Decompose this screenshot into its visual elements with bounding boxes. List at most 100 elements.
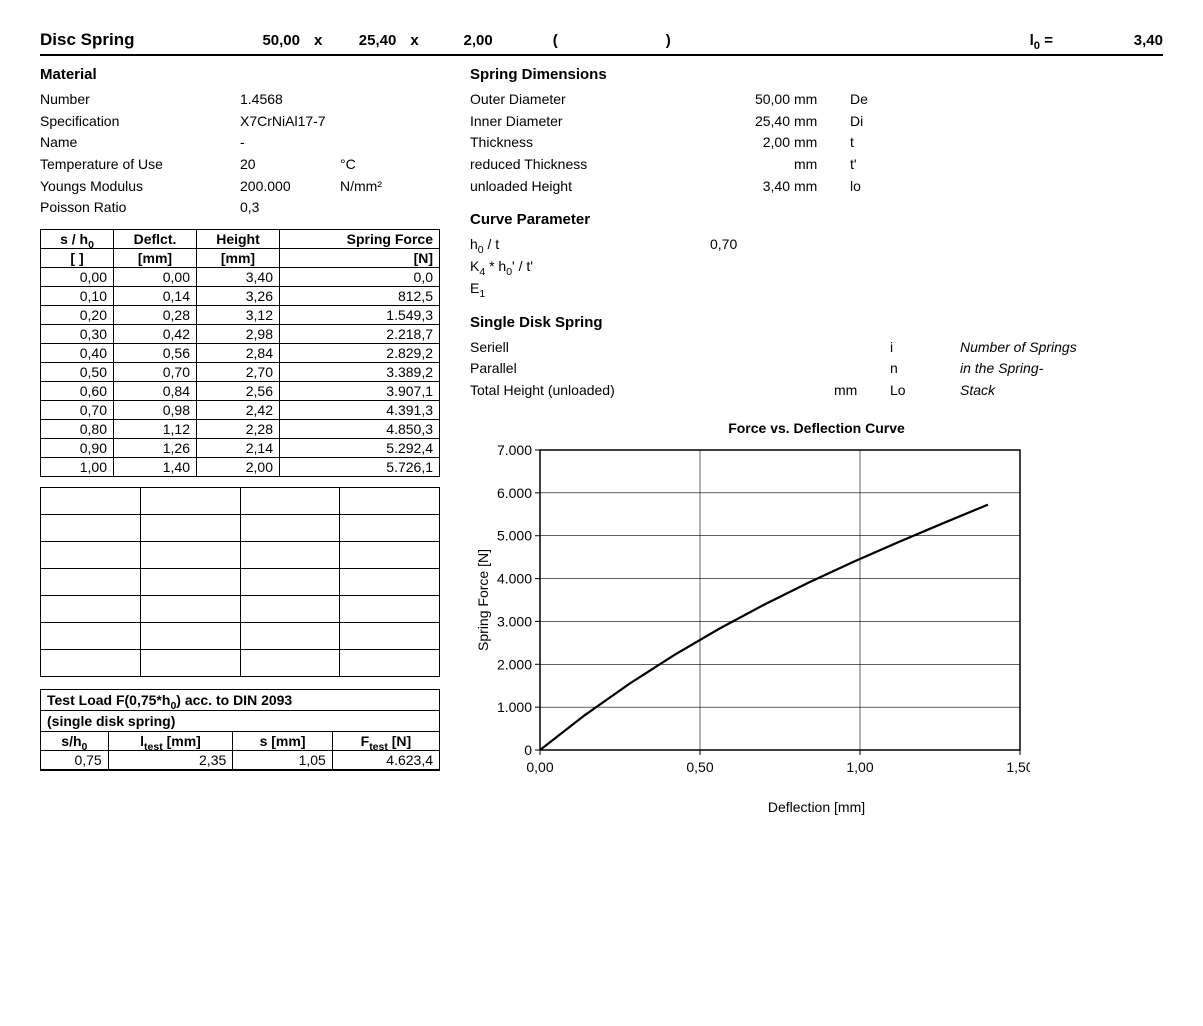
- unit: mm: [790, 132, 834, 154]
- single-disk-row: Parallelnin the Spring-: [470, 358, 1163, 380]
- svg-text:3.000: 3.000: [497, 613, 532, 629]
- empty-grid: [40, 487, 440, 677]
- table-cell: 2,42: [197, 401, 280, 420]
- unit: mm: [790, 176, 834, 198]
- table-cell: 0,84: [114, 382, 197, 401]
- table-cell: 0,10: [41, 287, 114, 306]
- table-cell: 0,50: [41, 363, 114, 382]
- label: Inner Diameter: [470, 111, 710, 133]
- symbol: lo: [834, 176, 890, 198]
- table-cell: 0,30: [41, 325, 114, 344]
- table-cell: 0,70: [114, 363, 197, 382]
- material-row: Temperature of Use20°C: [40, 154, 440, 176]
- dim-de: 50,00: [240, 32, 300, 49]
- table-header: s / h0: [41, 230, 114, 249]
- value: 0,3: [240, 197, 340, 219]
- svg-text:1.000: 1.000: [497, 699, 532, 715]
- unit: mm: [790, 89, 834, 111]
- test-header: Ftest [N]: [332, 732, 439, 751]
- table-cell: 2,98: [197, 325, 280, 344]
- test-load-table: s/h0ltest [mm]s [mm]Ftest [N] 0,752,351,…: [41, 731, 439, 770]
- empty-cell: [140, 596, 240, 623]
- value: 2,00: [710, 132, 790, 154]
- table-cell: 1.549,3: [280, 306, 440, 325]
- svg-text:4.000: 4.000: [497, 570, 532, 586]
- value: X7CrNiAl17-7: [240, 111, 340, 133]
- label: Poisson Ratio: [40, 197, 240, 219]
- empty-cell: [41, 515, 141, 542]
- table-cell: 3.389,2: [280, 363, 440, 382]
- label: Parallel: [470, 358, 750, 380]
- single-disk-title: Single Disk Spring: [470, 314, 1163, 331]
- label: Thickness: [470, 132, 710, 154]
- svg-text:5.000: 5.000: [497, 527, 532, 543]
- table-row: 1,001,402,005.726,1: [41, 458, 440, 477]
- table-cell: 5.292,4: [280, 439, 440, 458]
- dimension-row: Outer Diameter50,00mmDe: [470, 89, 1163, 111]
- empty-cell: [140, 542, 240, 569]
- material-row: Poisson Ratio0,3: [40, 197, 440, 219]
- test-load-block: Test Load F(0,75*h0) acc. to DIN 2093 (s…: [40, 689, 440, 771]
- svg-text:Spring Force [N]: Spring Force [N]: [475, 549, 491, 651]
- empty-cell: [140, 488, 240, 515]
- symbol: t': [834, 154, 890, 176]
- table-cell: 0,98: [114, 401, 197, 420]
- table-cell: 0,80: [41, 420, 114, 439]
- material-title: Material: [40, 66, 440, 83]
- unit: N/mm²: [340, 176, 400, 198]
- svg-text:0: 0: [524, 742, 532, 758]
- l0-label: l0 =: [1030, 32, 1053, 49]
- empty-cell: [340, 542, 440, 569]
- empty-cell: [240, 542, 340, 569]
- unit: mm: [790, 111, 834, 133]
- label: Total Height (unloaded): [470, 380, 750, 402]
- op-x2: x: [396, 32, 432, 49]
- test-header: ltest [mm]: [108, 732, 233, 751]
- symbol: De: [834, 89, 890, 111]
- value: 200.000: [240, 176, 340, 198]
- table-cell: 4.391,3: [280, 401, 440, 420]
- dimension-row: unloaded Height3,40mmlo: [470, 176, 1163, 198]
- single-disk-row: Total Height (unloaded)mmLoStack: [470, 380, 1163, 402]
- table-cell: 5.726,1: [280, 458, 440, 477]
- unit: mm: [790, 154, 834, 176]
- table-header-unit: [ ]: [41, 249, 114, 268]
- dimensions-title: Spring Dimensions: [470, 66, 1163, 83]
- dim-t: 2,00: [433, 32, 493, 49]
- value: 1.4568: [240, 89, 340, 111]
- empty-cell: [41, 542, 141, 569]
- note: Number of Springs: [930, 337, 1077, 359]
- label: Number: [40, 89, 240, 111]
- test-cell: 1,05: [233, 751, 333, 770]
- svg-text:6.000: 6.000: [497, 484, 532, 500]
- empty-cell: [340, 650, 440, 677]
- label: E1: [470, 278, 710, 300]
- symbol: Lo: [874, 380, 930, 402]
- test-cell: 4.623,4: [332, 751, 439, 770]
- value: 3,40: [710, 176, 790, 198]
- empty-cell: [340, 623, 440, 650]
- value: 0,70: [710, 234, 790, 256]
- curve-param-row: K4 * h0' / t': [470, 256, 1163, 278]
- table-cell: 2.218,7: [280, 325, 440, 344]
- table-cell: 3,40: [197, 268, 280, 287]
- empty-cell: [41, 623, 141, 650]
- label: Seriell: [470, 337, 750, 359]
- table-cell: 0,42: [114, 325, 197, 344]
- table-cell: 3,26: [197, 287, 280, 306]
- empty-cell: [340, 515, 440, 542]
- label: K4 * h0' / t': [470, 256, 710, 278]
- table-row: 0,600,842,563.907,1: [41, 382, 440, 401]
- unit: °C: [340, 154, 400, 176]
- table-cell: 2.829,2: [280, 344, 440, 363]
- table-cell: 0,14: [114, 287, 197, 306]
- value: 20: [240, 154, 340, 176]
- table-cell: 2,56: [197, 382, 280, 401]
- table-cell: 1,26: [114, 439, 197, 458]
- material-row: SpecificationX7CrNiAl17-7: [40, 111, 440, 133]
- material-row: Youngs Modulus200.000N/mm²: [40, 176, 440, 198]
- empty-cell: [240, 515, 340, 542]
- test-load-sub: (single disk spring): [41, 711, 439, 731]
- table-cell: 0,60: [41, 382, 114, 401]
- table-cell: 0,90: [41, 439, 114, 458]
